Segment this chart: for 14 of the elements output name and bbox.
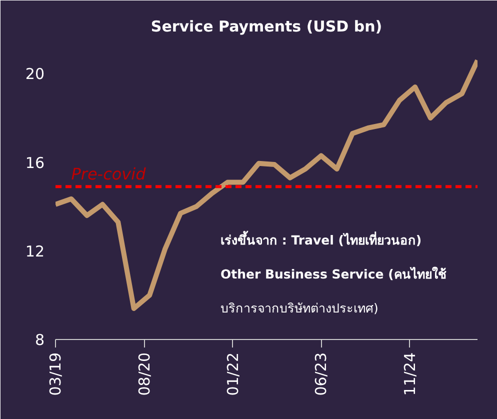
x-tick-label: 03/19 — [46, 352, 64, 396]
annotation: Other Business Service (คนไทยใช้ — [220, 266, 447, 282]
annotation: บริการจากบริษัทต่างประเทศ) — [220, 300, 378, 316]
x-tick-label: 08/20 — [135, 352, 154, 396]
y-tick-label: 12 — [25, 242, 45, 260]
x-tick-label: 11/24 — [400, 352, 419, 396]
y-tick-label: 8 — [34, 331, 45, 349]
x-tick-label: 06/23 — [312, 352, 330, 396]
chart-title: Service Payments (USD bn) — [150, 18, 382, 36]
ref-line-label: Pre-covid — [71, 164, 147, 184]
annotation: เร่งขึ้นจาก : Travel (ไทยเที่ยวนอก) — [220, 230, 422, 248]
y-tick-label: 20 — [25, 65, 45, 84]
x-tick-label: 01/22 — [224, 352, 242, 396]
y-tick-label: 16 — [25, 154, 45, 172]
